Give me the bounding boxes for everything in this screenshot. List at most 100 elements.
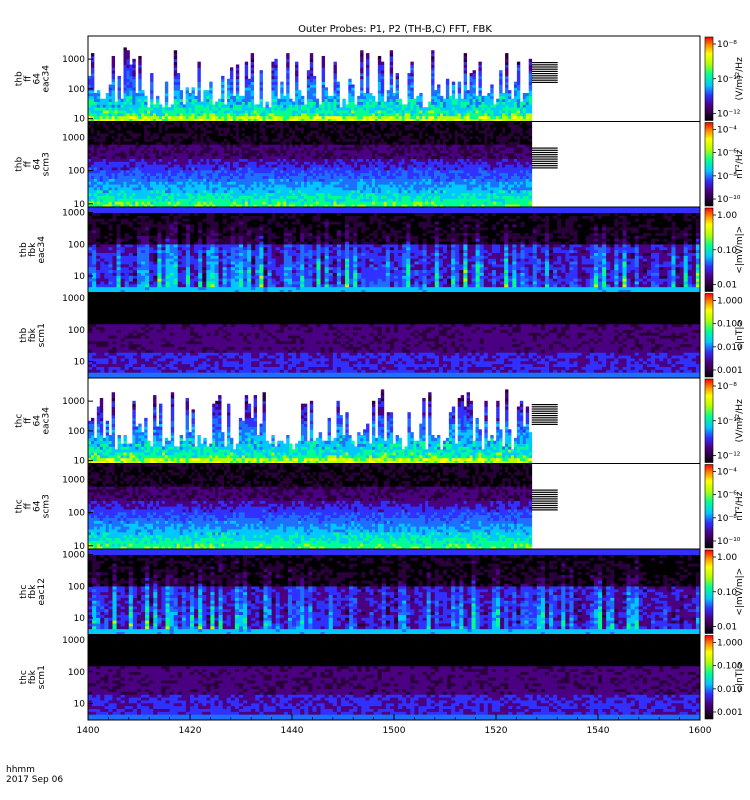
- heatmap-thc_ff_scm3: [88, 463, 558, 549]
- heatmap-thb_ff_eac34: [88, 47, 558, 122]
- x-tick-label: 1600: [689, 726, 712, 736]
- colorbar-label: <|mV/m|>: [735, 226, 745, 274]
- y-tick-label: 10: [74, 457, 86, 467]
- ylabel-line: fbk: [28, 327, 38, 342]
- colorbar-tick-label: 10⁻¹⁰: [717, 417, 741, 427]
- panel-thc_ff_scm3: 1000 100 10 thc ff 64 scm3 10⁻⁴ 10⁻⁶ 10⁻⁸ 10⁻¹⁰ nT²…: [15, 463, 745, 552]
- ylabel-line: thb: [19, 327, 29, 342]
- y-tick-label: 1000: [62, 209, 85, 219]
- x-tick-label: 1400: [77, 726, 100, 736]
- colorbar-label: (V/m)²/Hz: [735, 57, 745, 100]
- y-tick-label: 100: [68, 668, 85, 678]
- ylabel-line: fbk: [28, 242, 38, 257]
- colorbar-tick-label: 10⁻⁸: [717, 382, 737, 392]
- colorbar-tick-label: 10⁻⁸: [717, 40, 737, 50]
- colorbar-thb_ff_eac34: 10⁻⁸ 10⁻¹⁰ 10⁻¹² (V/m)²/Hz: [704, 36, 745, 121]
- x-axis-date-label: 2017 Sep 06: [6, 775, 63, 785]
- colorbar-tick-label: 10⁻¹²: [717, 452, 741, 462]
- heatmap-thc_fbk_eac12: [88, 549, 700, 635]
- ylabel-line: 64: [33, 415, 43, 427]
- colorbar-thb_ff_scm3: 10⁻⁴ 10⁻⁶ 10⁻⁸ 10⁻¹⁰ nT²/Hz: [704, 122, 745, 207]
- colorbar-thc_ff_eac34: 10⁻⁸ 10⁻¹⁰ 10⁻¹² (V/m)²/Hz: [704, 378, 745, 463]
- heatmap-thb_fbk_eac34: [88, 207, 700, 293]
- y-tick-label: 10: [74, 357, 86, 367]
- colorbar-tick-label: 10⁻¹²: [717, 110, 741, 120]
- colorbar-tick-label: 10⁻⁸: [717, 514, 737, 524]
- y-tick-label: 1000: [62, 294, 85, 304]
- panel-thb_fbk_eac34: 1000 100 10 thb fbk eac34 1.00 0.10 0.01 <|mV/m|>: [19, 206, 745, 293]
- y-tick-label: 100: [68, 240, 85, 250]
- ylabel-line: fbk: [28, 669, 38, 684]
- panel-ylabel: thb ff 64 scm3: [15, 152, 52, 176]
- panel-thc_fbk_eac12: 1000 100 10 thc fbk eac12 1.00 0.10 0.01 <|mV/m|>: [19, 548, 745, 635]
- panel-ylabel: thb fbk eac34: [19, 236, 47, 264]
- ylabel-line: thb: [15, 71, 25, 86]
- ylabel-line: thb: [15, 156, 25, 171]
- colorbar-tick-label: 1.000: [717, 639, 743, 649]
- colorbar-tick-label: 0.001: [717, 708, 743, 718]
- colorbar-tick-label: 1.000: [717, 297, 743, 307]
- ylabel-line: ff: [24, 160, 34, 167]
- x-tick-label: 1500: [383, 726, 406, 736]
- ylabel-line: ff: [24, 502, 34, 509]
- colorbar-tick-label: 0.01: [717, 623, 737, 633]
- y-tick-label: 10: [74, 200, 86, 210]
- y-tick-label: 1000: [62, 551, 85, 561]
- ylabel-line: ff: [24, 75, 34, 82]
- colorbar-tick-label: 0.01: [717, 281, 737, 291]
- ylabel-line: thb: [19, 242, 29, 257]
- panel-thb_ff_eac34: 1000 100 10 thb ff 64 eac34 10⁻⁸ 10⁻¹⁰ 10⁻¹² (V/m)…: [15, 35, 745, 125]
- x-tick-label: 1420: [179, 726, 202, 736]
- y-tick-label: 100: [68, 509, 85, 519]
- ylabel-line: eac34: [37, 236, 47, 264]
- ylabel-line: 64: [33, 158, 43, 170]
- y-tick-label: 10: [74, 699, 86, 709]
- panel-thb_ff_scm3: 1000 100 10 thb ff 64 scm3 10⁻⁴ 10⁻⁶ 10⁻⁸ 10⁻¹⁰ nT²…: [15, 121, 745, 210]
- panel-thb_fbk_scm1: 1000 100 10 thb fbk scm1 1.000 0.100 0.010 0.001 <…: [19, 292, 745, 379]
- ylabel-line: fbk: [28, 584, 38, 599]
- ylabel-line: thc: [19, 585, 29, 599]
- ylabel-line: scm3: [42, 152, 52, 176]
- colorbar-tick-label: 1.00: [717, 553, 737, 563]
- colorbar-tick-label: 0.010: [717, 343, 743, 353]
- ylabel-line: scm1: [37, 323, 47, 347]
- colorbar-tick-label: 0.100: [717, 662, 743, 672]
- panel-thc_ff_eac34: 1000 100 10 thc ff 64 eac34 10⁻⁸ 10⁻¹⁰ 10⁻¹² (V/m)…: [15, 377, 745, 467]
- ylabel-line: scm3: [42, 494, 52, 518]
- colorbar-label: <|mV/m|>: [735, 568, 745, 616]
- heatmap-thc_fbk_scm1: [88, 634, 700, 720]
- colorbar-tick-label: 0.100: [717, 320, 743, 330]
- colorbar-tick-label: 0.001: [717, 366, 743, 376]
- colorbar-thc_fbk_scm1: 1.000 0.100 0.010 0.001 <|nT|>: [704, 635, 745, 720]
- heatmap-thc_ff_eac34: [88, 389, 558, 464]
- panel-ylabel: thc fbk eac12: [19, 578, 47, 605]
- x-tick-label: 1540: [587, 726, 610, 736]
- colorbar-thc_fbk_eac12: 1.00 0.10 0.01 <|mV/m|>: [704, 549, 745, 634]
- ylabel-line: thc: [15, 414, 25, 428]
- ylabel-line: 64: [33, 73, 43, 85]
- colorbar-tick-label: 10⁻⁴: [717, 468, 737, 478]
- panel-thc_fbk_scm1: 1000 100 10 thc fbk scm1 1.000 0.100 0.010 0.001 <…: [19, 634, 745, 721]
- colorbar-thb_fbk_scm1: 1.000 0.100 0.010 0.001 <|nT|>: [704, 293, 745, 378]
- panel-ylabel: thb ff 64 eac34: [15, 65, 52, 93]
- colorbar-label: <|nT|>: [735, 319, 745, 351]
- colorbar-tick-label: 10⁻¹⁰: [717, 75, 741, 85]
- colorbar-tick-label: 10⁻¹⁰: [717, 195, 741, 205]
- y-tick-label: 1000: [62, 133, 85, 143]
- chart-title: Outer Probes: P1, P2 (TH-B,C) FFT, FBK: [298, 24, 492, 35]
- colorbar-thc_ff_scm3: 10⁻⁴ 10⁻⁶ 10⁻⁸ 10⁻¹⁰ nT²/Hz: [704, 464, 745, 549]
- x-axis-unit-label: hhmm: [6, 765, 35, 775]
- ylabel-line: thc: [19, 670, 29, 684]
- y-tick-label: 10: [74, 614, 86, 624]
- colorbar-tick-label: 10⁻⁶: [717, 491, 737, 501]
- panel-ylabel: thc ff 64 scm3: [15, 494, 52, 518]
- y-tick-label: 1000: [62, 397, 85, 407]
- y-tick-label: 100: [68, 582, 85, 592]
- colorbar-tick-label: 0.10: [717, 246, 737, 256]
- colorbar-thb_fbk_eac34: 1.00 0.10 0.01 <|mV/m|>: [704, 207, 745, 292]
- y-tick-label: 10: [74, 542, 86, 552]
- y-tick-label: 100: [68, 85, 85, 95]
- colorbar-tick-label: 10⁻⁶: [717, 149, 737, 159]
- colorbar-label: (V/m)²/Hz: [735, 399, 745, 442]
- x-tick-label: 1440: [281, 726, 304, 736]
